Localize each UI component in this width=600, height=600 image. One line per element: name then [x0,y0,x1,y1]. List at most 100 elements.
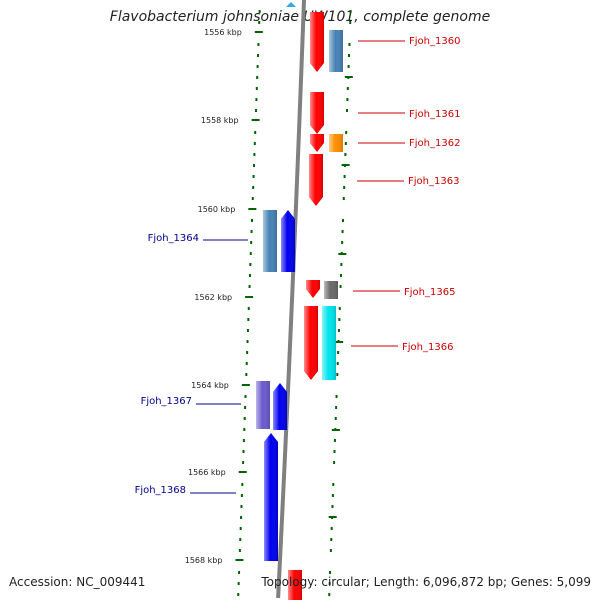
kbp-label: 1568 kbp [185,556,223,565]
tick-dot [252,186,255,189]
tick-dot [257,43,260,46]
tick-dot [244,395,247,398]
tick-dot [335,406,338,409]
gene-label[interactable]: Fjoh_1361 [409,109,460,120]
tick-dot [242,450,245,453]
gene-label[interactable]: Fjoh_1360 [409,36,460,47]
gene-shine [288,570,302,600]
tick-dot [246,351,249,354]
gene-label[interactable]: Fjoh_1366 [402,342,453,353]
tick-dot [252,175,255,178]
topology-text: Topology: circular; Length: 6,096,872 bp… [261,575,591,589]
tick-dot [248,274,251,277]
accession-text: Accession: NC_009441 [9,575,146,589]
tick-dot [337,351,340,354]
kbp-label: 1562 kbp [194,293,232,302]
gene-shine [273,383,287,430]
tick-dot [345,131,348,134]
tick-dot [255,87,258,90]
tick-dot [334,417,337,420]
tick-dot [338,318,341,321]
tick-dot [332,483,335,486]
major-tick [241,384,250,386]
tick-dot [240,516,243,519]
gene-label[interactable]: Fjoh_1362 [409,138,460,149]
kbp-labels: 1556 kbp 1558 kbp 1560 kbp 1562 kbp 1564 kbp… [185,28,242,565]
major-tick [235,559,244,561]
tick-dot [239,538,242,541]
tick-dot [241,483,244,486]
tick-dot [335,395,338,398]
tick-dot [336,373,339,376]
tick-dot [253,153,256,156]
tick-dot [341,230,344,233]
minor-tick [331,429,340,431]
gene-shine [306,280,320,298]
tick-dot [333,439,336,442]
tick-dot [246,340,249,343]
tick-dot [254,131,257,134]
kbp-label: 1560 kbp [198,205,236,214]
tick-dot [346,109,349,112]
minor-tick [335,341,344,343]
tick-dot [243,417,246,420]
gene-shine [263,210,277,272]
tick-dot [346,87,349,90]
tick-dot [336,362,339,365]
tick-dot [339,285,342,288]
tick-dot [328,582,331,585]
tick-dot [255,109,258,112]
tick-dot [251,197,254,200]
tick-dot [344,153,347,156]
gene-shine [329,134,343,152]
tick-dot [331,505,334,508]
minor-tick [328,516,337,518]
tick-dot [328,593,331,596]
major-tick [251,119,260,121]
gene-label[interactable]: Fjoh_1364 [148,233,199,244]
gene-label[interactable]: Fjoh_1367 [141,396,192,407]
gene-shine [322,306,336,380]
tick-dot [252,164,255,167]
tick-dot [256,76,259,79]
gene-label[interactable]: Fjoh_1365 [404,287,455,298]
gene-shine [329,30,343,72]
tick-dot [333,461,336,464]
tick-dot [258,21,261,24]
tick-dot [247,307,250,310]
tick-dot [339,274,342,277]
gene-label[interactable]: Fjoh_1368 [135,485,186,496]
tick-dot [346,98,349,101]
tick-dot [343,186,346,189]
tick-dot [249,252,252,255]
gene-shine [310,92,324,134]
tick-dot [347,65,350,68]
tick-dot [348,43,351,46]
tick-dot [349,10,352,13]
gene-labels: Fjoh_1360 Fjoh_1361 Fjoh_1362 Fjoh_1363 Fjoh… [135,36,461,496]
gene-label[interactable]: Fjoh_1363 [408,176,459,187]
tick-dot [333,450,336,453]
tick-dot [341,241,344,244]
gene-shine [310,12,324,72]
tick-dot [245,362,248,365]
gene-shine [309,154,323,206]
gene-shine [264,433,278,561]
tick-dot [248,285,251,288]
tick-dot [247,318,250,321]
tick-dot [250,230,253,233]
kbp-label: 1564 kbp [191,381,229,390]
gene-features [256,12,343,600]
kbp-ticks [235,10,353,596]
tick-dot [341,219,344,222]
tick-dot [329,549,332,552]
genome-title: Flavobacterium johnsoniae UW101, complet… [109,9,491,25]
tick-dot [331,494,334,497]
tick-dot [238,571,241,574]
tick-dot [343,175,346,178]
tick-dot [246,329,249,332]
tick-dot [340,263,343,266]
genome-backbone [276,0,306,599]
tick-dot [243,428,246,431]
